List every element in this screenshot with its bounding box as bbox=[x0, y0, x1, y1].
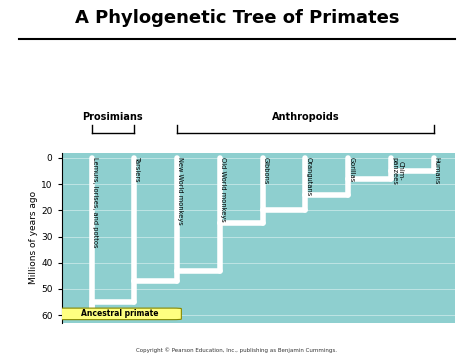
Text: Old World monkeys: Old World monkeys bbox=[220, 157, 226, 221]
Text: Chim-
panzees: Chim- panzees bbox=[391, 157, 404, 185]
Text: Orangutans: Orangutans bbox=[305, 157, 311, 196]
Text: Gibbons: Gibbons bbox=[263, 157, 269, 184]
Text: Humans: Humans bbox=[434, 157, 440, 184]
Text: Prosimians: Prosimians bbox=[82, 112, 143, 122]
FancyBboxPatch shape bbox=[57, 308, 182, 320]
Text: Tarsiers: Tarsiers bbox=[134, 157, 140, 182]
Text: Copyright © Pearson Education, Inc., publishing as Benjamin Cummings.: Copyright © Pearson Education, Inc., pub… bbox=[137, 348, 337, 353]
Text: Gorillas: Gorillas bbox=[348, 157, 354, 182]
Text: New World monkeys: New World monkeys bbox=[177, 157, 183, 224]
Text: Lemurs, lorises, and pottos: Lemurs, lorises, and pottos bbox=[91, 157, 98, 247]
Text: Anthropoids: Anthropoids bbox=[272, 112, 339, 122]
Text: A Phylogenetic Tree of Primates: A Phylogenetic Tree of Primates bbox=[75, 10, 399, 27]
Y-axis label: Millions of years ago: Millions of years ago bbox=[29, 191, 38, 284]
Text: Ancestral primate: Ancestral primate bbox=[81, 309, 158, 318]
